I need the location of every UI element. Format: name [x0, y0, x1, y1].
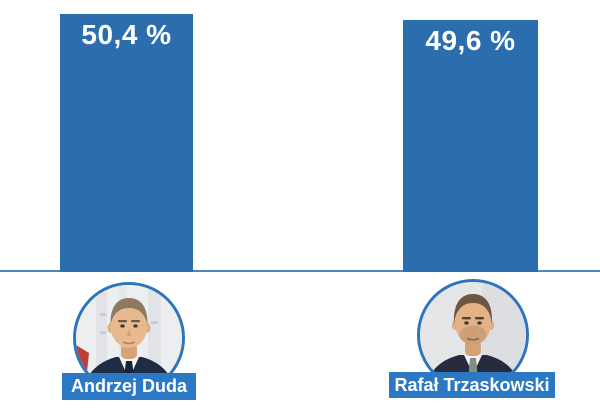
bar-andrzej-duda: 50,4 %	[60, 14, 193, 272]
axis-baseline	[0, 270, 600, 272]
bar-rafal-trzaskowski: 49,6 %	[403, 20, 538, 272]
nameplate-andrzej-duda: Andrzej Duda	[62, 373, 196, 400]
bar-value-label-trzaskowski: 49,6 %	[425, 25, 516, 56]
candidate-name-duda: Andrzej Duda	[70, 376, 187, 396]
bar-value-label-duda: 50,4 %	[81, 19, 172, 50]
candidate-name-trzaskowski: Rafał Trzaskowski	[394, 374, 550, 395]
nameplate-rafal-trzaskowski: Rafał Trzaskowski	[389, 372, 555, 398]
